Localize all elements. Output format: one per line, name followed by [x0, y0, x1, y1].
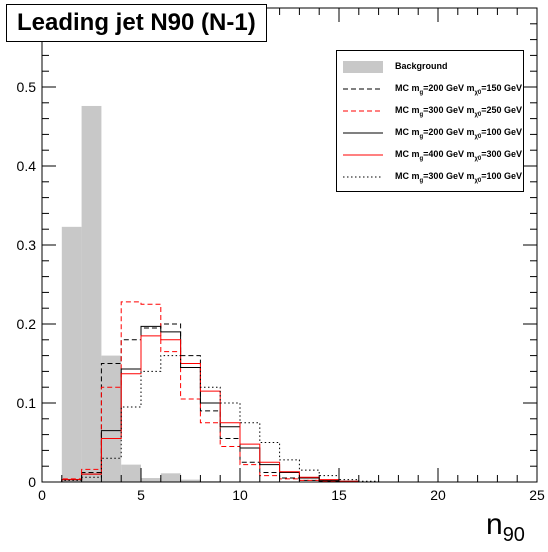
- background-bar: [61, 226, 82, 482]
- legend-swatch: [343, 176, 383, 178]
- legend-swatch-fill: [343, 61, 383, 73]
- y-tick-label: 0: [28, 474, 36, 490]
- legend-label: MC mg=300 GeV mχ0=250 GeV: [395, 105, 523, 118]
- legend-label: MC mg=400 GeV mχ0=300 GeV: [395, 149, 523, 162]
- legend-label: Background: [395, 61, 448, 71]
- plot-axes: 0 5 10 15 20 25 0 0.1 0.2 0.3 0.4 0.5: [17, 7, 545, 503]
- legend-swatch: [343, 132, 383, 134]
- legend-label: MC mg=300 GeV mχ0=100 GeV: [395, 171, 523, 184]
- x-axis-label: n90: [486, 508, 525, 547]
- background-bar: [121, 464, 141, 482]
- chart-title-box: Leading jet N90 (N-1): [6, 4, 267, 42]
- chart-title: Leading jet N90 (N-1): [17, 9, 256, 36]
- legend-item: MC mg=300 GeV mχ0=100 GeV: [337, 167, 523, 187]
- x-tick-label: 0: [38, 487, 46, 503]
- legend-label-subscript: χ0: [474, 111, 482, 118]
- legend-label-subscript: g: [419, 177, 424, 184]
- legend-swatch: [343, 110, 383, 112]
- legend-item: MC mg=200 GeV mχ0=100 GeV: [337, 123, 523, 143]
- y-tick-label: 0.2: [17, 316, 37, 332]
- x-tick-label: 20: [430, 487, 446, 503]
- y-tick-label: 0.4: [17, 158, 37, 174]
- y-tick-label: 0.1: [17, 395, 37, 411]
- chart-legend: Background MC mg=200 GeV mχ0=150 GeV MC mg…: [336, 50, 524, 192]
- legend-label-subscript: g: [419, 111, 424, 118]
- background-bar: [81, 105, 102, 483]
- legend-label-subscript: g: [419, 133, 424, 140]
- x-tick-label: 15: [331, 487, 347, 503]
- legend-item: MC mg=400 GeV mχ0=300 GeV: [337, 145, 523, 165]
- background-bars: [61, 105, 221, 483]
- y-tick-label: 0.3: [17, 237, 37, 253]
- legend-item: Background: [337, 57, 523, 77]
- background-bar: [101, 355, 122, 482]
- background-bar: [180, 479, 201, 482]
- legend-label-subscript: χ0: [474, 89, 482, 96]
- legend-label-subscript: χ0: [474, 133, 482, 140]
- background-bar: [160, 473, 181, 482]
- x-tick-label: 10: [232, 487, 248, 503]
- x-axis-label-sub: 90: [502, 524, 525, 546]
- x-axis-label-main: n: [486, 508, 503, 541]
- legend-label: MC mg=200 GeV mχ0=100 GeV: [395, 127, 523, 140]
- legend-swatch: [343, 61, 383, 73]
- legend-label: MC mg=200 GeV mχ0=150 GeV: [395, 83, 523, 96]
- legend-label-subscript: χ0: [474, 155, 482, 162]
- legend-label-subscript: χ0: [474, 177, 482, 184]
- legend-label-subscript: g: [419, 89, 424, 96]
- legend-swatch: [343, 88, 383, 90]
- legend-label-subscript: g: [419, 155, 424, 162]
- legend-item: MC mg=200 GeV mχ0=150 GeV: [337, 79, 523, 99]
- legend-swatch: [343, 154, 383, 156]
- x-tick-label: 25: [529, 487, 545, 503]
- background-bar: [141, 478, 161, 482]
- legend-item: MC mg=300 GeV mχ0=250 GeV: [337, 101, 523, 121]
- x-tick-label: 5: [137, 487, 145, 503]
- y-tick-label: 0.5: [17, 79, 37, 95]
